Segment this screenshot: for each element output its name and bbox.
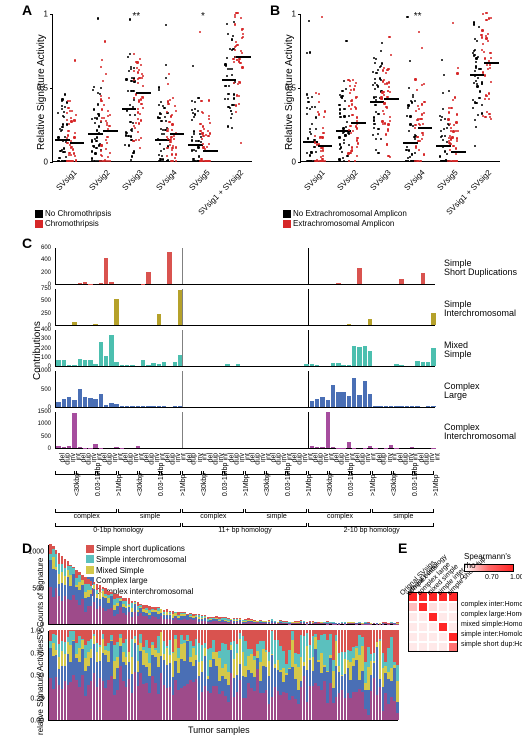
panel-e-heatmap: complex inter:Homologycomplex large:Homo… <box>408 560 516 668</box>
panel-label-c: C <box>22 235 32 251</box>
panel-c-bars: 0200400600025050075001002003004000500100… <box>55 248 435 453</box>
panel-label-a: A <box>22 2 32 18</box>
panel-d-top: 05001000 <box>48 545 398 625</box>
panel-d-bottom: 0.000.250.500.751.00 <box>48 631 398 721</box>
panel-label-b: B <box>270 2 280 18</box>
panel-c-xticks: deldupinvintdeldupinvintdeldupinvintdeld… <box>55 453 435 513</box>
scatter-legend: No Extrachromosomal AmpliconExtrachromos… <box>283 208 407 228</box>
panel-label-e: E <box>398 540 407 556</box>
panel-d-xlabel: Tumor samples <box>188 725 250 735</box>
scatter-legend: No ChromothripsisChromothripsis <box>35 208 111 228</box>
panel-a-scatter: 00.51SVsig1SVsig2**SVsig3SVsig4*SVsig5SV… <box>52 14 252 162</box>
panel-b-scatter: 00.51SVsig1SVsig2SVsig3**SVsig4SVsig5SVs… <box>300 14 500 162</box>
